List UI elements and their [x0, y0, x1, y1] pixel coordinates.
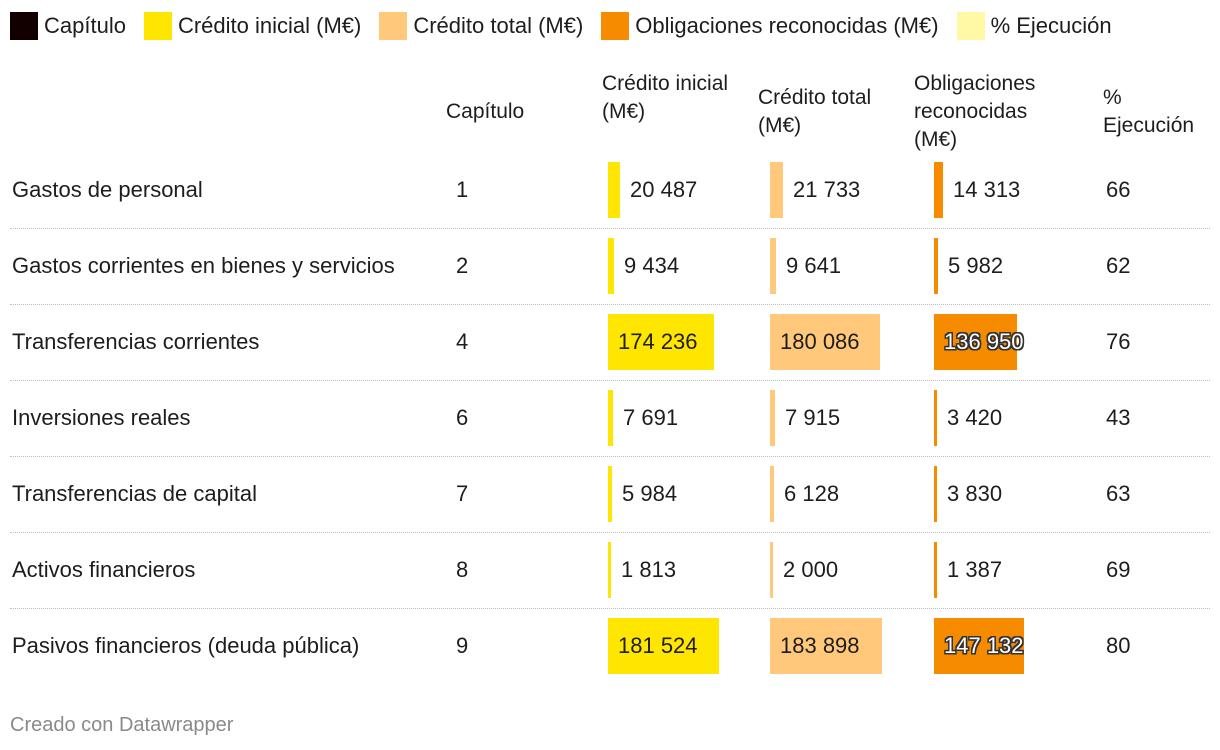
bar-obligaciones: [934, 314, 1017, 370]
label-credito-total: 2 000: [783, 557, 839, 582]
legend-swatch-capitulo: [10, 12, 38, 40]
label-credito-total: 183 898: [780, 633, 860, 658]
legend-label-capitulo: Capítulo: [44, 13, 126, 38]
label-credito-total: 180 086: [780, 329, 860, 354]
bar-credito-inicial: [608, 618, 719, 674]
label-credito-inicial: 5 984: [622, 481, 678, 506]
table-row: Inversiones reales 6 7 691 7 915 3 420 43: [10, 380, 1210, 456]
legend-label-credito-total: Crédito total (M€): [413, 13, 584, 38]
row-separator: [10, 608, 1210, 609]
column-header-credito-inicial[interactable]: Crédito inicial (M€): [602, 72, 729, 123]
legend-item-ejecucion: % Ejecución: [956, 12, 1112, 40]
bar-credito-inicial: [608, 162, 620, 218]
bar-credito-total: [770, 162, 783, 218]
row-separator: [10, 304, 1210, 305]
table-row: Activos financieros 8 1 813 2 000 1 387 69: [10, 532, 1210, 608]
label-obligaciones: 14 313: [953, 177, 1021, 202]
label-obligaciones: 3 830: [947, 481, 1003, 506]
row-name: Pasivos financieros (deuda pública): [12, 633, 360, 658]
legend-label-ejecucion: % Ejecución: [990, 13, 1112, 38]
row-ejecucion: 80: [1106, 633, 1131, 658]
label-obligaciones: 1 387: [947, 557, 1003, 582]
label-credito-total: 9 641: [786, 253, 842, 278]
label-credito-inicial: 1 813: [621, 557, 677, 582]
row-capitulo: 2: [456, 253, 469, 278]
bar-obligaciones: [934, 466, 937, 522]
row-ejecucion: 63: [1106, 481, 1131, 506]
legend-label-credito-inicial: Crédito inicial (M€): [177, 13, 362, 38]
row-ejecucion: 69: [1106, 557, 1131, 582]
row-capitulo: 7: [456, 481, 469, 506]
label-credito-total: 21 733: [793, 177, 861, 202]
row-separator: [10, 532, 1210, 533]
legend-item-capitulo: Capítulo: [10, 12, 126, 40]
bar-credito-total: [770, 542, 773, 598]
legend-item-obligaciones: Obligaciones reconocidas (M€): [601, 12, 939, 40]
row-capitulo: 8: [456, 557, 469, 582]
label-credito-total: 6 128: [784, 481, 840, 506]
row-name: Gastos de personal: [12, 177, 203, 202]
column-header-capitulo[interactable]: Capítulo: [446, 100, 525, 123]
row-capitulo: 1: [456, 177, 469, 202]
row-ejecucion: 62: [1106, 253, 1131, 278]
bar-obligaciones: [934, 238, 938, 294]
row-name: Inversiones reales: [12, 405, 191, 430]
row-separator: [10, 456, 1210, 457]
legend-swatch-obligaciones: [601, 12, 630, 40]
bar-credito-inicial: [608, 314, 714, 370]
table-row: Transferencias de capital 7 5 984 6 128 3 83…: [10, 456, 1210, 532]
label-credito-inicial: 181 524: [618, 633, 698, 658]
footer-credit: Creado con Datawrapper: [10, 714, 234, 736]
legend-label-obligaciones: Obligaciones reconocidas (M€): [635, 13, 939, 38]
legend: Capítulo Crédito inicial (M€) Crédito to…: [10, 12, 1130, 40]
legend-swatch-ejecucion: [956, 12, 985, 40]
bar-obligaciones: [934, 542, 937, 598]
bar-obligaciones: [934, 162, 943, 218]
legend-swatch-credito-inicial: [143, 12, 172, 40]
row-name: Transferencias corrientes: [12, 329, 260, 354]
row-capitulo: 9: [456, 633, 469, 658]
bar-credito-inicial: [608, 466, 612, 522]
row-name: Activos financieros: [12, 557, 196, 582]
label-credito-total: 7 915: [785, 405, 841, 430]
bar-credito-inicial: [608, 390, 613, 446]
bar-credito-inicial: [608, 542, 611, 598]
label-credito-inicial: 7 691: [623, 405, 679, 430]
bar-credito-total: [770, 618, 882, 674]
table-row: Transferencias corrientes 4 174 236 180 086…: [10, 304, 1210, 380]
row-separator: [10, 380, 1210, 381]
row-ejecucion: 43: [1106, 405, 1131, 430]
bar-credito-inicial: [608, 238, 614, 294]
row-name: Transferencias de capital: [12, 481, 257, 506]
row-ejecucion: 76: [1106, 329, 1131, 354]
row-separator: [10, 228, 1210, 229]
row-ejecucion: 66: [1106, 177, 1131, 202]
bar-credito-total: [770, 390, 775, 446]
row-capitulo: 4: [456, 329, 469, 354]
column-header-ejecucion[interactable]: % Ejecución: [1103, 86, 1195, 137]
legend-item-credito-inicial: Crédito inicial (M€): [143, 12, 362, 40]
label-credito-inicial: 9 434: [624, 253, 680, 278]
row-capitulo: 6: [456, 405, 469, 430]
table-row: Pasivos financieros (deuda pública) 9 181 …: [10, 608, 1210, 684]
row-name: Gastos corrientes en bienes y servicios: [12, 253, 395, 278]
bar-credito-total: [770, 238, 776, 294]
column-header-credito-total[interactable]: Crédito total (M€): [758, 86, 872, 137]
label-credito-inicial: 174 236: [618, 329, 698, 354]
label-credito-inicial: 20 487: [630, 177, 698, 202]
label-obligaciones: 3 420: [947, 405, 1003, 430]
label-obligaciones: 147 132: [944, 633, 1024, 658]
bar-credito-total: [770, 466, 774, 522]
legend-item-credito-total: Crédito total (M€): [379, 12, 583, 40]
column-header-obligaciones[interactable]: Obligaciones reconocidas (M€): [914, 72, 1036, 151]
table-row: Gastos de personal 1 20 487 21 733 14 313 66: [10, 152, 1210, 228]
bar-obligaciones: [934, 618, 1024, 674]
table-row: Gastos corrientes en bienes y servicios 2…: [10, 228, 1210, 304]
legend-swatch-credito-total: [379, 12, 408, 40]
label-obligaciones: 5 982: [948, 253, 1004, 278]
bar-obligaciones: [934, 390, 937, 446]
label-obligaciones: 136 950: [944, 329, 1024, 354]
bar-credito-total: [770, 314, 880, 370]
